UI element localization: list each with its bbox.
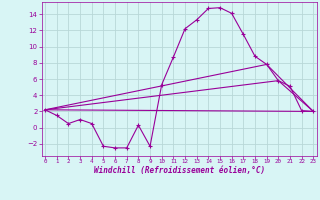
X-axis label: Windchill (Refroidissement éolien,°C): Windchill (Refroidissement éolien,°C) bbox=[94, 166, 265, 175]
